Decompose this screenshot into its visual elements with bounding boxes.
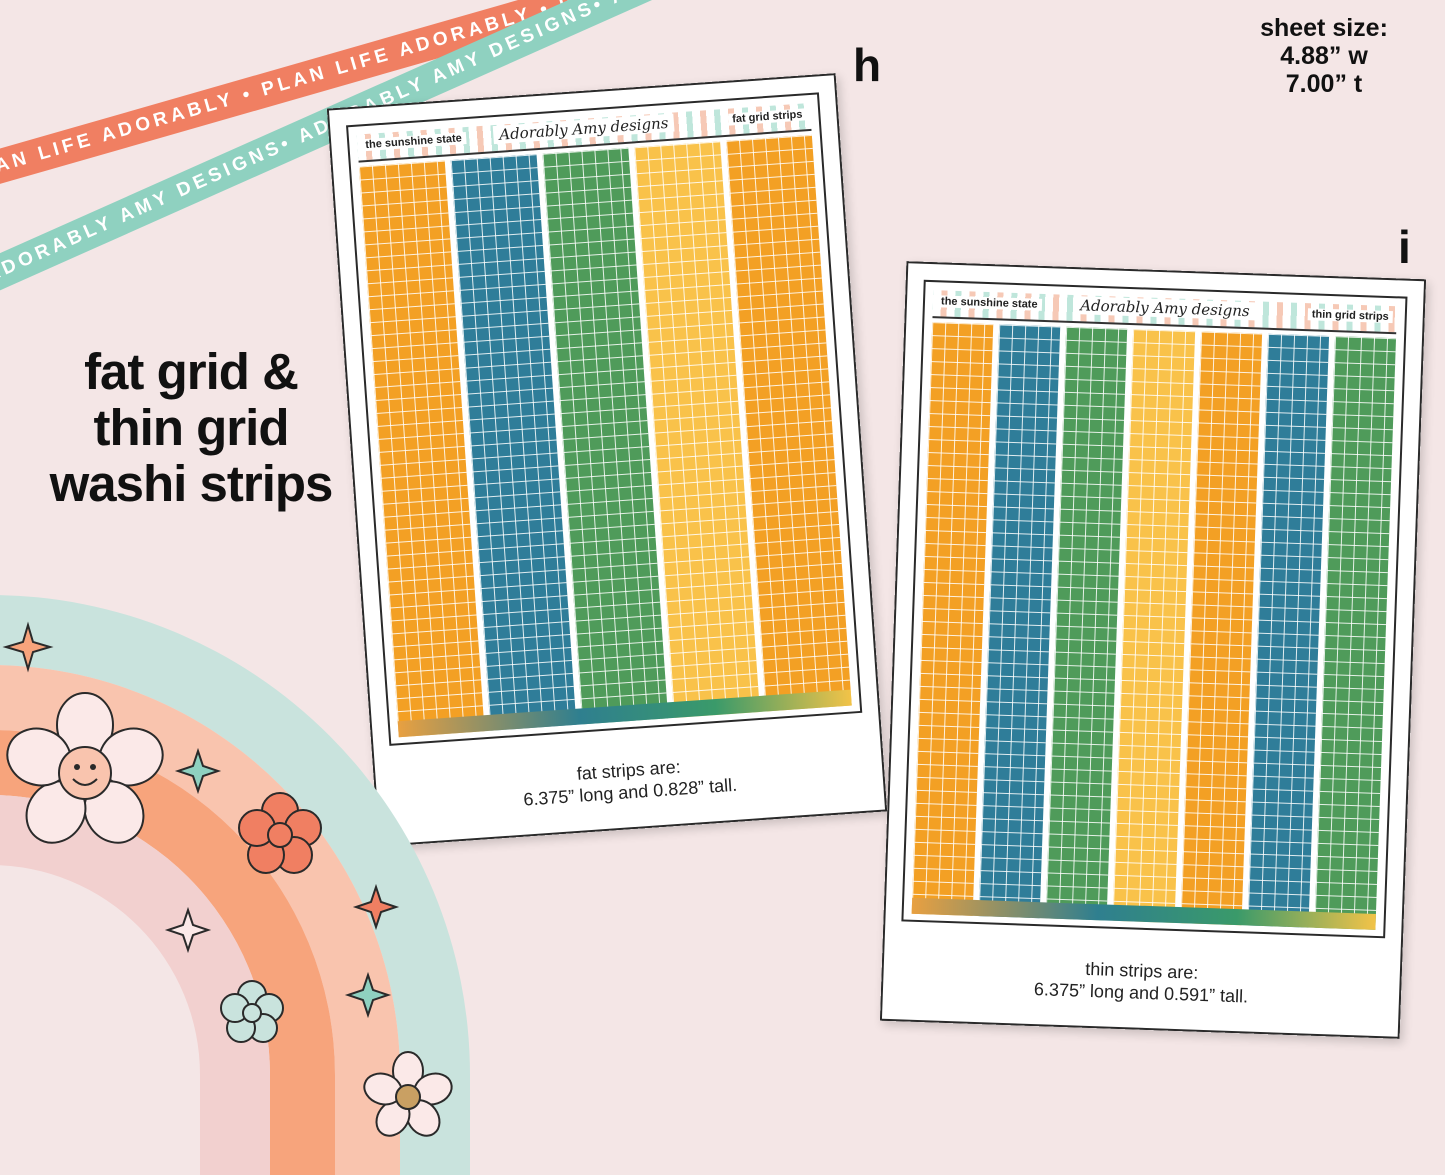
coral-flower-icon: [238, 792, 322, 874]
sheet-size-width: 4.88” w: [1280, 42, 1368, 70]
sparkle-icon-mint: [344, 971, 392, 1019]
sheet-i-logo: Adorably Amy designs: [1073, 296, 1256, 321]
sheet-i-strip-7: [1314, 336, 1397, 930]
product-title-line3: washi strips: [49, 455, 334, 512]
sheet-i-strips: [911, 322, 1397, 930]
sticker-sheet-i: the sunshine state Adorably Amy designs …: [879, 261, 1427, 1039]
sheet-size-height: 7.00” t: [1285, 70, 1363, 98]
product-title: fat grid & thin grid washi strips: [36, 344, 346, 512]
teal-flower-icon: [220, 980, 284, 1043]
sheet-size-info: sheet size: 4.88” w 7.00” t: [1239, 14, 1409, 98]
product-title-line1: fat grid &: [84, 343, 299, 400]
sheet-i-header-left: the sunshine state: [936, 295, 1042, 311]
sheet-h-letter: h: [853, 39, 882, 91]
sheet-h-header-left: the sunshine state: [361, 132, 467, 152]
smiley-flower-icon: [6, 692, 164, 844]
product-title-line2: thin grid: [93, 399, 290, 456]
sheet-i-caption: thin strips are: 6.375” long and 0.591” …: [881, 951, 1402, 1013]
rainbow-decoration: [0, 595, 470, 1175]
sheet-h-logo: Adorably Amy designs: [492, 113, 675, 145]
sheet-h-header-right: fat grid strips: [727, 108, 807, 126]
sparkle-icon-peach: [2, 621, 54, 673]
sheet-i-header-right: thin grid strips: [1307, 308, 1393, 324]
sparkle-icon-white: [164, 906, 212, 954]
daisy-flower-icon: [363, 1051, 453, 1137]
sheet-size-label: sheet size:: [1260, 14, 1388, 42]
rainbow-band-pink: [0, 795, 270, 1175]
sheet-i-sticker-area: the sunshine state Adorably Amy designs …: [901, 279, 1408, 939]
sparkle-icon-coral: [352, 883, 400, 931]
sheet-i-letter: i: [1398, 221, 1411, 273]
sparkle-icon-teal: [174, 747, 222, 795]
